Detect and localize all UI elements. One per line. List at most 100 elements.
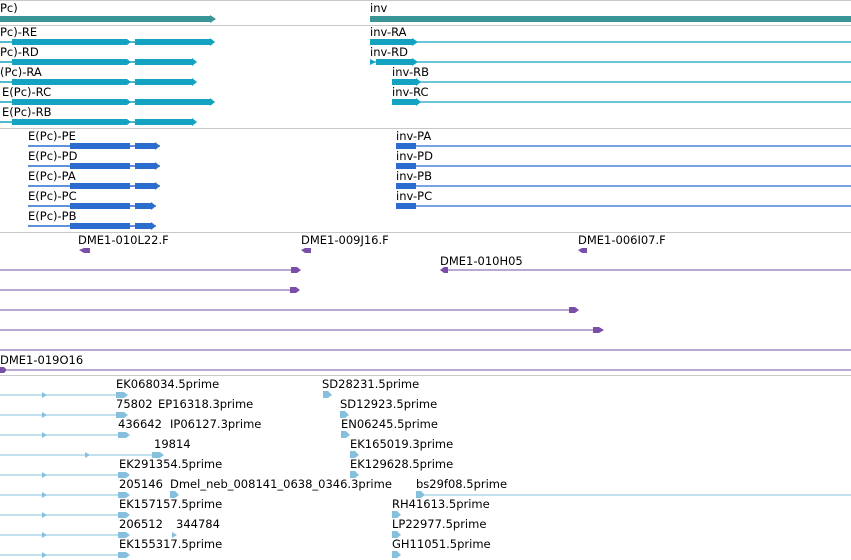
- protein-label[interactable]: inv-PA: [396, 129, 431, 143]
- clone-feature[interactable]: [0, 327, 604, 333]
- protein-label[interactable]: E(Pc)-PB: [28, 209, 77, 223]
- est-label[interactable]: LP22977.5prime: [392, 517, 486, 531]
- protein-label[interactable]: inv-PB: [396, 169, 432, 183]
- est-label[interactable]: 344784: [176, 517, 220, 531]
- est-label[interactable]: EP16318.3prime: [158, 397, 253, 411]
- est-label[interactable]: EK068034.5prime: [116, 377, 219, 391]
- transcript-label[interactable]: E(Pc)-RB: [2, 105, 52, 119]
- gene-feature[interactable]: [370, 16, 851, 22]
- transcript-label[interactable]: inv-RB: [392, 65, 429, 79]
- est-feature[interactable]: [340, 411, 349, 418]
- est-label[interactable]: 436642: [118, 417, 162, 431]
- clone-label[interactable]: DME1-006I07.F: [578, 233, 666, 247]
- protein-feature[interactable]: [28, 222, 156, 230]
- transcript-feature[interactable]: [0, 38, 215, 46]
- est-label[interactable]: EN06245.5prime: [341, 417, 438, 431]
- gene-label[interactable]: inv: [370, 1, 387, 15]
- transcript-feature[interactable]: [0, 58, 197, 66]
- protein-track: E(Pc)-PE E(Pc)-PD E(Pc)-PA E(Pc)-PC: [28, 129, 851, 230]
- clone-label[interactable]: DME1-010H05: [440, 254, 523, 268]
- est-feature[interactable]: [416, 491, 851, 498]
- transcript-feature[interactable]: [0, 78, 197, 86]
- protein-feature[interactable]: [396, 163, 851, 169]
- protein-feature[interactable]: [396, 183, 851, 189]
- clone-feature[interactable]: [79, 248, 90, 253]
- protein-label[interactable]: E(Pc)-PD: [28, 149, 78, 163]
- gene-track: Pc) inv: [0, 1, 851, 23]
- est-feature[interactable]: [392, 551, 401, 558]
- protein-feature[interactable]: [396, 203, 851, 209]
- est-label[interactable]: 205146: [119, 477, 163, 491]
- est-feature[interactable]: [0, 432, 130, 438]
- est-feature[interactable]: [350, 471, 359, 478]
- gene-feature[interactable]: [0, 15, 216, 23]
- est-label[interactable]: SD12923.5prime: [340, 397, 437, 411]
- est-feature[interactable]: [392, 531, 401, 538]
- protein-label[interactable]: inv-PC: [396, 189, 432, 203]
- est-label[interactable]: EK157157.5prime: [119, 497, 222, 511]
- transcript-label[interactable]: E(Pc)-RC: [2, 85, 51, 99]
- est-feature[interactable]: [350, 451, 359, 458]
- clone-track: DME1-010L22.F DME1-009J16.F DME1-006I07.…: [0, 233, 851, 373]
- clone-label[interactable]: DME1-019O16: [0, 353, 83, 367]
- est-label[interactable]: EK165019.3prime: [350, 437, 453, 451]
- est-label[interactable]: RH41613.5prime: [392, 497, 490, 511]
- clone-feature[interactable]: [0, 367, 851, 373]
- protein-feature[interactable]: [28, 202, 156, 210]
- est-feature[interactable]: [0, 492, 130, 498]
- est-feature[interactable]: [0, 412, 128, 418]
- est-label[interactable]: SD28231.5prime: [322, 377, 419, 391]
- transcript-feature[interactable]: [0, 118, 197, 126]
- est-feature[interactable]: [341, 431, 350, 438]
- protein-label[interactable]: E(Pc)-PE: [28, 129, 76, 143]
- transcript-feature[interactable]: [392, 78, 851, 86]
- transcript-label[interactable]: (Pc)-RA: [0, 65, 42, 79]
- est-label[interactable]: bs29f08.5prime: [416, 477, 507, 491]
- est-feature[interactable]: [0, 472, 130, 478]
- protein-feature[interactable]: [28, 162, 160, 170]
- protein-feature[interactable]: [28, 142, 160, 150]
- est-feature[interactable]: [0, 552, 130, 558]
- est-feature[interactable]: [392, 511, 401, 518]
- est-feature[interactable]: [172, 532, 177, 538]
- clone-feature[interactable]: [440, 267, 851, 273]
- est-label[interactable]: 19814: [154, 437, 191, 451]
- clone-feature[interactable]: [301, 248, 311, 253]
- clone-feature[interactable]: [0, 267, 301, 273]
- est-feature[interactable]: [170, 491, 179, 498]
- est-label[interactable]: 206512: [119, 517, 163, 531]
- clone-feature[interactable]: [0, 287, 300, 293]
- est-feature[interactable]: [0, 452, 164, 458]
- protein-label[interactable]: inv-PD: [396, 149, 433, 163]
- clone-feature[interactable]: [0, 307, 579, 313]
- est-feature[interactable]: [0, 512, 130, 518]
- est-label[interactable]: GH11051.5prime: [392, 537, 491, 551]
- protein-label[interactable]: E(Pc)-PC: [28, 189, 77, 203]
- est-label[interactable]: EK291354.5prime: [119, 457, 222, 471]
- transcript-label[interactable]: inv-RA: [370, 25, 407, 39]
- transcript-feature[interactable]: [370, 58, 851, 66]
- transcript-label[interactable]: inv-RD: [370, 45, 408, 59]
- clone-label[interactable]: DME1-009J16.F: [301, 233, 389, 247]
- protein-feature[interactable]: [396, 143, 851, 149]
- transcript-track: Pc)-RE Pc)-RD (Pc)-RA E(Pc)-RC: [0, 25, 851, 126]
- est-feature[interactable]: [323, 391, 332, 398]
- est-label[interactable]: EK155317.5prime: [119, 537, 222, 551]
- est-feature[interactable]: [0, 532, 130, 538]
- est-label[interactable]: 75802: [116, 397, 153, 411]
- gene-label[interactable]: Pc): [0, 1, 18, 15]
- transcript-feature[interactable]: [370, 38, 851, 46]
- est-label[interactable]: Dmel_neb_008141_0638_0346.3prime: [170, 477, 392, 491]
- transcript-label[interactable]: Pc)-RE: [0, 25, 37, 39]
- est-label[interactable]: IP06127.3prime: [170, 417, 261, 431]
- clone-feature[interactable]: [578, 248, 587, 253]
- clone-label[interactable]: DME1-010L22.F: [78, 233, 169, 247]
- protein-label[interactable]: E(Pc)-PA: [28, 169, 76, 183]
- transcript-feature[interactable]: [0, 98, 215, 106]
- est-label[interactable]: EK129628.5prime: [350, 457, 453, 471]
- protein-feature[interactable]: [28, 182, 160, 190]
- est-feature[interactable]: [0, 392, 128, 398]
- transcript-label[interactable]: inv-RC: [392, 85, 429, 99]
- transcript-feature[interactable]: [392, 98, 851, 106]
- transcript-label[interactable]: Pc)-RD: [0, 45, 39, 59]
